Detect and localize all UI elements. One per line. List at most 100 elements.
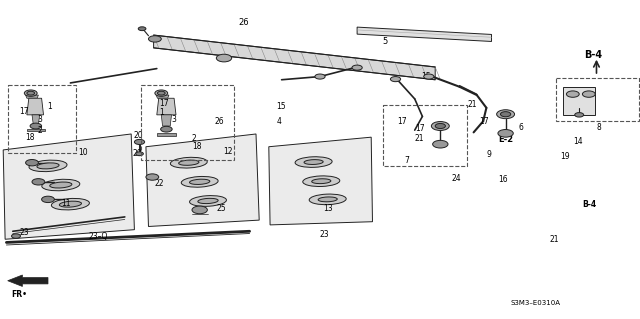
Ellipse shape (295, 157, 332, 167)
Text: 1: 1 (47, 102, 51, 111)
Ellipse shape (181, 176, 218, 187)
Ellipse shape (179, 160, 199, 165)
Text: S3M3–E0310A: S3M3–E0310A (511, 300, 561, 306)
Ellipse shape (318, 197, 337, 202)
Bar (383, 105, 467, 166)
Text: 17: 17 (415, 124, 424, 133)
Polygon shape (8, 275, 48, 286)
Circle shape (390, 77, 401, 82)
Text: 16: 16 (498, 175, 508, 184)
Ellipse shape (309, 194, 346, 205)
Circle shape (315, 74, 325, 79)
Bar (556, 78, 639, 121)
Text: E-2: E-2 (498, 135, 513, 144)
Circle shape (42, 196, 54, 203)
Text: 14: 14 (573, 137, 582, 146)
Circle shape (575, 113, 584, 117)
Polygon shape (154, 35, 435, 80)
Ellipse shape (170, 157, 207, 168)
Polygon shape (32, 115, 40, 124)
Circle shape (30, 123, 42, 129)
Text: 23: 23 (19, 228, 29, 237)
Polygon shape (26, 95, 38, 98)
Polygon shape (157, 133, 176, 136)
Circle shape (192, 206, 207, 214)
Circle shape (138, 27, 146, 31)
Ellipse shape (60, 201, 81, 207)
Circle shape (431, 122, 449, 130)
Text: 17: 17 (479, 117, 488, 126)
Circle shape (136, 152, 143, 156)
Ellipse shape (42, 179, 80, 191)
Ellipse shape (312, 179, 331, 184)
Text: 9: 9 (486, 150, 492, 159)
Polygon shape (27, 98, 44, 115)
Bar (8, 85, 76, 153)
Ellipse shape (198, 198, 218, 204)
Text: B-4: B-4 (584, 50, 602, 60)
Circle shape (26, 160, 38, 166)
Text: 22: 22 (155, 179, 164, 188)
Polygon shape (269, 137, 372, 225)
Text: 17: 17 (159, 99, 168, 108)
Text: 3: 3 (172, 115, 177, 124)
Polygon shape (27, 129, 45, 131)
Ellipse shape (189, 196, 227, 206)
Text: 15: 15 (421, 72, 431, 81)
Text: 26: 26 (214, 117, 224, 126)
Circle shape (27, 91, 35, 95)
Ellipse shape (303, 176, 340, 187)
Circle shape (500, 112, 511, 117)
Text: 10: 10 (78, 148, 88, 157)
Text: 24: 24 (451, 174, 461, 183)
Text: 2: 2 (192, 134, 196, 143)
Text: 23–Q: 23–Q (88, 232, 108, 241)
Text: 21: 21 (549, 235, 559, 244)
Circle shape (24, 90, 37, 96)
Circle shape (148, 36, 161, 42)
Text: 21: 21 (415, 134, 424, 143)
Circle shape (352, 65, 362, 70)
Circle shape (216, 54, 232, 62)
Text: 15: 15 (276, 102, 286, 111)
Text: 13: 13 (323, 204, 333, 212)
Polygon shape (157, 98, 176, 115)
Text: 11: 11 (61, 199, 70, 208)
Circle shape (134, 139, 145, 145)
Circle shape (161, 126, 172, 132)
Circle shape (498, 130, 513, 137)
Polygon shape (161, 115, 172, 126)
Text: 25: 25 (216, 204, 226, 213)
Ellipse shape (51, 198, 90, 210)
Text: 5: 5 (383, 37, 388, 46)
Circle shape (32, 179, 45, 185)
Ellipse shape (29, 160, 67, 172)
Circle shape (566, 91, 579, 97)
Circle shape (424, 74, 434, 79)
Circle shape (12, 234, 20, 238)
Text: FR•: FR• (12, 290, 28, 299)
Text: 23: 23 (320, 230, 330, 239)
Circle shape (435, 123, 445, 129)
Text: 18: 18 (26, 133, 35, 142)
Bar (141, 85, 234, 160)
Text: 18: 18 (192, 142, 202, 151)
Text: 26: 26 (238, 18, 249, 26)
Text: 12: 12 (223, 147, 232, 156)
Polygon shape (563, 87, 595, 115)
Circle shape (155, 90, 168, 96)
Text: B-4: B-4 (582, 200, 596, 209)
Circle shape (157, 91, 165, 95)
Text: 21: 21 (467, 100, 477, 109)
Polygon shape (146, 134, 259, 226)
Text: 4: 4 (276, 117, 282, 126)
Text: 8: 8 (596, 123, 601, 132)
Polygon shape (3, 134, 134, 239)
Text: 7: 7 (404, 156, 410, 165)
Text: 17: 17 (397, 117, 406, 126)
Text: 17: 17 (19, 107, 29, 116)
Text: 20: 20 (133, 131, 143, 140)
Circle shape (146, 174, 159, 180)
Text: 6: 6 (518, 123, 524, 132)
Ellipse shape (304, 160, 323, 165)
